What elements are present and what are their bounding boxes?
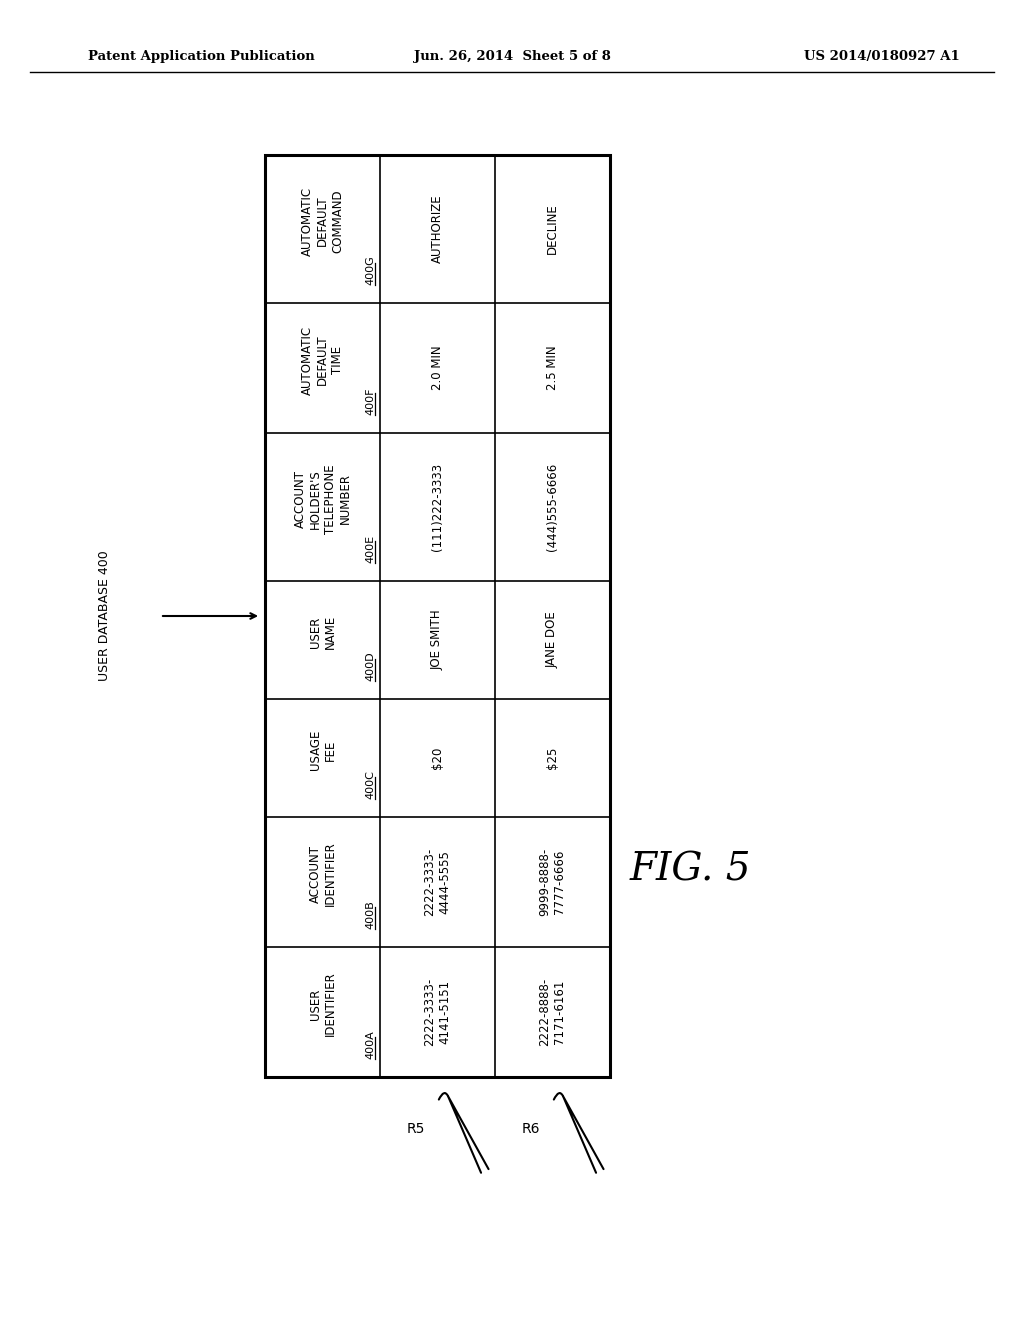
Text: 2222-8888-
7171-6161: 2222-8888- 7171-6161 [539,978,566,1047]
Text: AUTOMATIC
DEFAULT
TIME: AUTOMATIC DEFAULT TIME [301,326,344,395]
Text: Jun. 26, 2014  Sheet 5 of 8: Jun. 26, 2014 Sheet 5 of 8 [414,50,610,63]
Text: 400D: 400D [365,651,375,681]
Text: AUTHORIZE: AUTHORIZE [431,194,444,263]
Text: 2222-3333-
4444-5555: 2222-3333- 4444-5555 [424,847,452,916]
Text: 400G: 400G [365,255,375,285]
Text: FIG. 5: FIG. 5 [630,851,751,888]
Text: 9999-8888-
7777-6666: 9999-8888- 7777-6666 [539,847,566,916]
Text: USER
IDENTIFIER: USER IDENTIFIER [308,972,337,1036]
Text: 400C: 400C [365,770,375,799]
Text: USAGE
FEE: USAGE FEE [308,730,337,770]
Text: DECLINE: DECLINE [546,203,559,255]
Text: USER DATABASE 400: USER DATABASE 400 [98,550,112,681]
Text: USER
NAME: USER NAME [308,615,337,649]
Text: $25: $25 [546,747,559,770]
Text: JOE SMITH: JOE SMITH [431,610,444,671]
Text: (111)222-3333: (111)222-3333 [431,463,444,550]
Text: ACCOUNT
HOLDER'S
TELEPHONE
NUMBER: ACCOUNT HOLDER'S TELEPHONE NUMBER [294,465,351,533]
Text: AUTOMATIC
DEFAULT
COMMAND: AUTOMATIC DEFAULT COMMAND [301,186,344,256]
Text: Patent Application Publication: Patent Application Publication [88,50,314,63]
Text: R5: R5 [407,1122,425,1137]
Text: 2222-3333-
4141-5151: 2222-3333- 4141-5151 [424,978,452,1047]
Text: US 2014/0180927 A1: US 2014/0180927 A1 [804,50,961,63]
Text: $20: $20 [431,747,444,770]
Text: JANE DOE: JANE DOE [546,611,559,668]
Bar [265,154,610,1077]
Text: R6: R6 [521,1122,540,1137]
Text: 400B: 400B [365,900,375,929]
Text: 400A: 400A [365,1030,375,1059]
Text: 2.5 MIN: 2.5 MIN [546,346,559,391]
Text: 2.0 MIN: 2.0 MIN [431,346,444,391]
Text: 400E: 400E [365,535,375,564]
Text: 400F: 400F [365,388,375,414]
Text: ACCOUNT
IDENTIFIER: ACCOUNT IDENTIFIER [308,842,337,907]
Text: (444)555-6666: (444)555-6666 [546,463,559,552]
